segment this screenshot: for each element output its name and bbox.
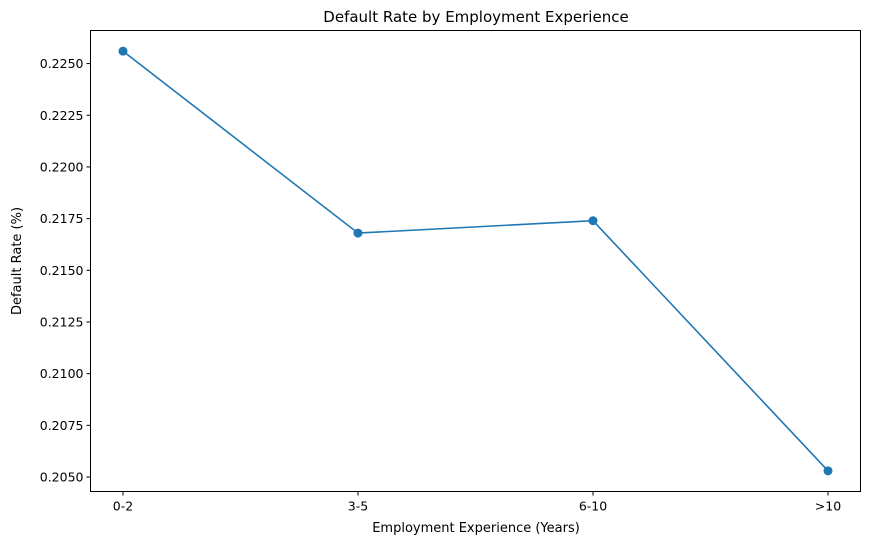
- chart-title: Default Rate by Employment Experience: [323, 8, 628, 26]
- y-tick-label: 0.2175: [40, 211, 84, 226]
- x-tick-label: 6-10: [579, 499, 607, 514]
- data-point-3-5: [353, 228, 363, 238]
- series-group: [118, 46, 833, 476]
- x-axis-label: Employment Experience (Years): [372, 521, 580, 536]
- data-point-0-2: [118, 46, 128, 56]
- series-line: [122, 50, 829, 472]
- x-tick-label: 0-2: [113, 499, 133, 514]
- y-tick-label: 0.2100: [40, 366, 84, 381]
- y-axis-label: Default Rate (%): [10, 207, 25, 315]
- data-point->10: [823, 466, 833, 476]
- y-tick-label: 0.2050: [40, 470, 84, 485]
- x-tick-label: 3-5: [348, 499, 368, 514]
- y-tick-label: 0.2250: [40, 56, 84, 71]
- plot-area: [90, 30, 861, 492]
- y-tick-label: 0.2075: [40, 418, 84, 433]
- x-axis: 0-2 3-5 6-10 >10: [113, 491, 841, 514]
- y-tick-label: 0.2225: [40, 108, 84, 123]
- data-point-6-10: [588, 216, 598, 226]
- y-tick-label: 0.2200: [40, 159, 84, 174]
- y-tick-label: 0.2150: [40, 263, 84, 278]
- y-tick-label: 0.2125: [40, 314, 84, 329]
- x-tick-label: >10: [815, 499, 841, 514]
- y-axis: 0.2050 0.2075 0.2100 0.2125 0.2150 0.2175 0.22…: [40, 56, 91, 485]
